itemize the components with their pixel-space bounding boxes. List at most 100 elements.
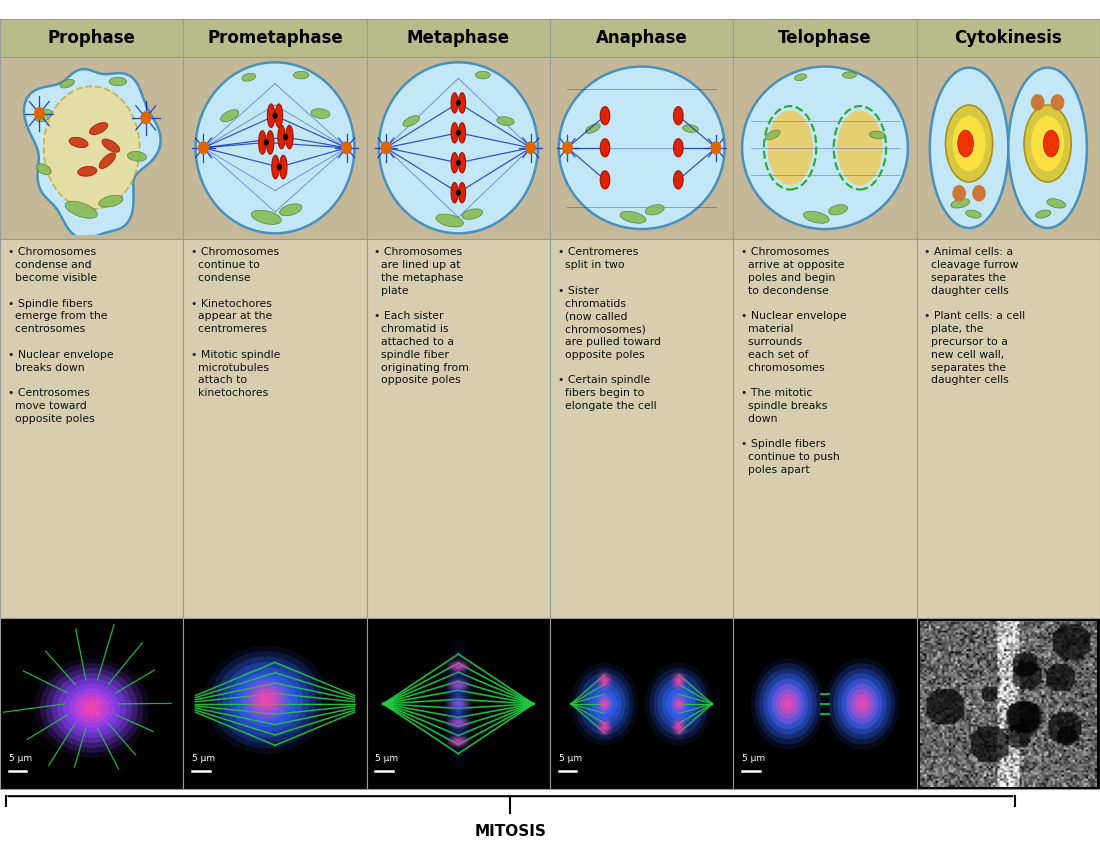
Ellipse shape — [683, 125, 698, 132]
Ellipse shape — [794, 74, 806, 80]
Ellipse shape — [777, 689, 800, 719]
Ellipse shape — [930, 68, 1009, 228]
Ellipse shape — [497, 117, 514, 125]
Ellipse shape — [65, 684, 118, 731]
Bar — [734, 57, 916, 239]
Ellipse shape — [450, 737, 466, 745]
Ellipse shape — [99, 196, 123, 208]
Circle shape — [1032, 95, 1044, 110]
Ellipse shape — [829, 663, 895, 745]
Ellipse shape — [676, 678, 681, 684]
Ellipse shape — [601, 139, 609, 157]
Text: 5 μm: 5 μm — [192, 754, 216, 763]
Ellipse shape — [446, 659, 472, 674]
Ellipse shape — [455, 739, 461, 743]
Ellipse shape — [294, 71, 309, 79]
Ellipse shape — [258, 130, 266, 154]
Ellipse shape — [646, 205, 664, 215]
Text: • Centromeres
  split in two

• Sister
  chromatids
  (now called
  chromosomes): • Centromeres split in two • Sister chro… — [558, 247, 661, 411]
Text: Anaphase: Anaphase — [596, 29, 688, 47]
Ellipse shape — [828, 205, 848, 215]
Ellipse shape — [87, 704, 96, 711]
Ellipse shape — [446, 696, 472, 711]
Ellipse shape — [253, 688, 279, 711]
Ellipse shape — [453, 682, 463, 688]
Ellipse shape — [676, 724, 681, 730]
Ellipse shape — [403, 116, 419, 126]
Ellipse shape — [755, 663, 821, 745]
Ellipse shape — [102, 139, 120, 152]
Ellipse shape — [450, 662, 466, 671]
Bar — [0, 19, 184, 57]
Ellipse shape — [585, 124, 601, 133]
Ellipse shape — [1031, 116, 1064, 171]
Ellipse shape — [601, 171, 609, 189]
Ellipse shape — [448, 735, 469, 747]
Ellipse shape — [450, 671, 468, 737]
Ellipse shape — [768, 678, 808, 729]
Ellipse shape — [769, 679, 807, 728]
Circle shape — [342, 142, 351, 153]
Circle shape — [953, 185, 965, 201]
Bar — [0, 618, 184, 789]
Ellipse shape — [946, 105, 992, 182]
Ellipse shape — [850, 689, 873, 719]
Bar — [0, 239, 184, 618]
Ellipse shape — [80, 698, 103, 718]
Circle shape — [526, 142, 536, 153]
Bar — [550, 57, 734, 239]
Ellipse shape — [459, 92, 465, 113]
Bar — [184, 618, 366, 789]
Circle shape — [284, 135, 287, 140]
Ellipse shape — [109, 77, 126, 86]
Ellipse shape — [448, 717, 469, 728]
Ellipse shape — [672, 673, 685, 689]
Ellipse shape — [453, 720, 463, 726]
Ellipse shape — [74, 693, 109, 723]
Ellipse shape — [855, 694, 870, 714]
Ellipse shape — [448, 679, 469, 691]
Ellipse shape — [670, 717, 688, 738]
Ellipse shape — [858, 699, 866, 709]
Ellipse shape — [603, 701, 607, 706]
Ellipse shape — [559, 67, 725, 229]
Ellipse shape — [99, 152, 116, 169]
Ellipse shape — [847, 684, 878, 724]
Ellipse shape — [580, 673, 629, 735]
Ellipse shape — [670, 693, 688, 715]
Circle shape — [264, 140, 268, 145]
Ellipse shape — [453, 663, 463, 669]
Ellipse shape — [279, 204, 301, 216]
Bar — [916, 19, 1100, 57]
Text: Cytokinesis: Cytokinesis — [955, 29, 1063, 47]
Text: 5 μm: 5 μm — [742, 754, 766, 763]
Ellipse shape — [571, 662, 638, 745]
Ellipse shape — [254, 689, 278, 711]
Bar — [916, 57, 1100, 239]
Bar — [734, 19, 916, 57]
Bar — [734, 239, 916, 618]
Ellipse shape — [953, 116, 986, 171]
Ellipse shape — [82, 700, 100, 716]
Ellipse shape — [598, 695, 612, 712]
Ellipse shape — [278, 125, 285, 149]
Ellipse shape — [447, 660, 470, 748]
Ellipse shape — [672, 719, 685, 735]
Ellipse shape — [653, 673, 704, 735]
Ellipse shape — [448, 661, 469, 673]
Ellipse shape — [257, 692, 275, 707]
Ellipse shape — [673, 171, 683, 189]
Ellipse shape — [46, 668, 138, 748]
Ellipse shape — [452, 682, 464, 726]
Bar — [916, 239, 1100, 618]
Ellipse shape — [251, 210, 282, 224]
Circle shape — [141, 112, 151, 124]
Ellipse shape — [620, 212, 646, 224]
Ellipse shape — [674, 675, 683, 686]
Ellipse shape — [86, 703, 98, 713]
Ellipse shape — [455, 684, 461, 687]
Ellipse shape — [673, 107, 683, 125]
Ellipse shape — [674, 722, 683, 733]
Ellipse shape — [596, 670, 614, 691]
Ellipse shape — [966, 210, 981, 219]
